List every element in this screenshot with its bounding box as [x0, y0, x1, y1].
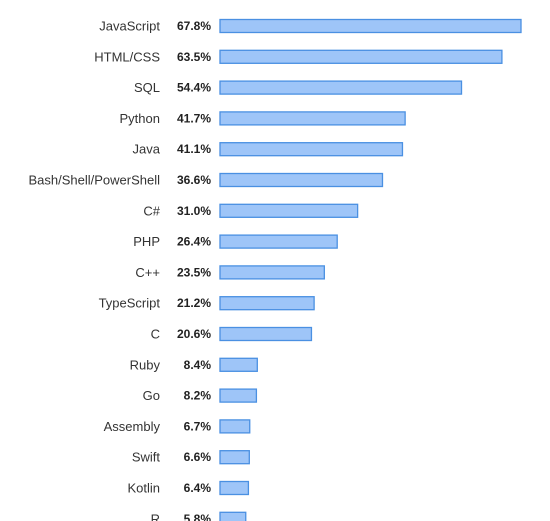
- category-label: C++: [135, 265, 160, 280]
- bar: [219, 511, 247, 521]
- bar-row: Go 8.2%: [143, 388, 258, 403]
- category-label: C#: [143, 203, 160, 218]
- value-label: 67.8%: [177, 19, 211, 33]
- bar: [219, 80, 463, 95]
- category-label: Go: [143, 388, 160, 403]
- bar: [219, 296, 315, 311]
- category-label: C: [151, 327, 160, 342]
- bar: [219, 419, 251, 434]
- value-label: 6.6%: [184, 450, 212, 464]
- category-label: Python: [120, 111, 160, 126]
- value-label: 5.8%: [184, 512, 212, 521]
- bar-row: R 5.8%: [151, 511, 247, 521]
- category-label: PHP: [133, 234, 160, 249]
- value-label: 8.4%: [184, 358, 212, 372]
- value-label: 26.4%: [177, 235, 211, 249]
- bar: [219, 142, 404, 157]
- bar-row: Swift 6.6%: [132, 450, 250, 465]
- bar-row: Assembly 6.7%: [104, 419, 251, 434]
- bar: [219, 18, 522, 34]
- bar-row: JavaScript 67.8%: [99, 18, 522, 34]
- category-label: Ruby: [130, 357, 161, 372]
- bar: [219, 480, 250, 496]
- bar-row: C++ 23.5%: [135, 265, 325, 280]
- category-label: R: [151, 511, 160, 521]
- value-label: 36.6%: [177, 173, 211, 187]
- bar-row: SQL 54.4%: [134, 80, 463, 95]
- bar: [219, 111, 406, 126]
- value-label: 8.2%: [184, 389, 212, 403]
- value-label: 20.6%: [177, 327, 211, 341]
- value-label: 41.1%: [177, 142, 211, 156]
- value-label: 41.7%: [177, 111, 211, 125]
- value-label: 21.2%: [177, 296, 211, 310]
- bar-row: Kotlin 6.4%: [127, 480, 250, 496]
- value-label: 54.4%: [177, 81, 211, 95]
- bar-row: C 20.6%: [151, 326, 313, 342]
- value-label: 31.0%: [177, 204, 211, 218]
- bar: [219, 326, 313, 342]
- bar: [219, 388, 258, 403]
- value-label: 63.5%: [177, 50, 211, 64]
- category-label: Kotlin: [127, 481, 160, 496]
- category-label: HTML/CSS: [94, 49, 160, 64]
- bars-layer: JavaScript 67.8% HTML/CSS 63.5% SQL 54.4% Pyth…: [28, 18, 522, 521]
- bar: [219, 172, 384, 188]
- bar-row: Ruby 8.4%: [130, 357, 258, 372]
- bar: [219, 203, 359, 218]
- value-label: 6.4%: [184, 481, 212, 495]
- category-label: Swift: [132, 450, 161, 465]
- category-label: JavaScript: [99, 19, 160, 34]
- bar-row: HTML/CSS 63.5%: [94, 49, 503, 64]
- value-label: 23.5%: [177, 265, 211, 279]
- bar-row: Bash/Shell/PowerShell 36.6%: [28, 172, 384, 188]
- bar: [219, 49, 503, 64]
- bar: [219, 234, 338, 249]
- bar-row: Python 41.7%: [120, 111, 406, 126]
- bar-row: TypeScript 21.2%: [99, 296, 315, 311]
- bar: [219, 357, 258, 372]
- category-label: TypeScript: [99, 296, 161, 311]
- bar-row: PHP 26.4%: [133, 234, 338, 249]
- bar-row: Java 41.1%: [133, 142, 404, 157]
- bar: [219, 265, 325, 280]
- value-label: 6.7%: [184, 419, 212, 433]
- category-label: Bash/Shell/PowerShell: [28, 173, 160, 188]
- bar-row: C# 31.0%: [143, 203, 359, 218]
- bar: [219, 450, 250, 465]
- category-label: Java: [133, 142, 161, 157]
- category-label: Assembly: [104, 419, 161, 434]
- category-label: SQL: [134, 80, 160, 95]
